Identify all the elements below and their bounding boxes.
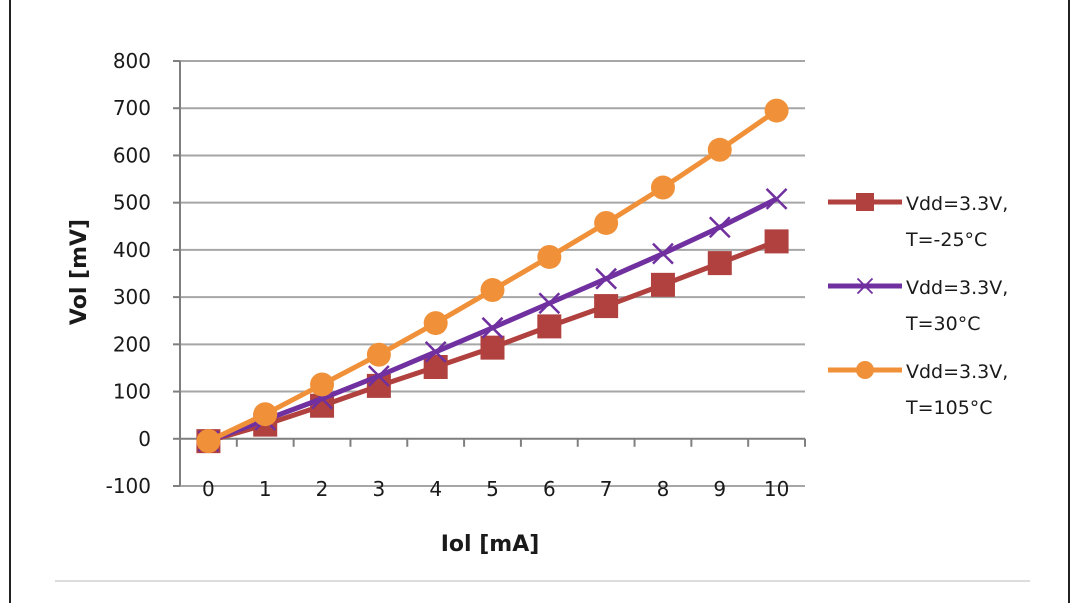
data-point	[650, 175, 675, 200]
legend-label: T=30°C	[905, 313, 980, 335]
data-point	[366, 342, 391, 367]
data-point	[538, 292, 561, 315]
axes	[173, 60, 806, 487]
data-point	[708, 216, 731, 239]
legend-item: Vdd=3.3V, T=105°C	[828, 361, 1008, 419]
legend-label: T=105°C	[905, 397, 993, 419]
y-tick-label: 300	[113, 285, 151, 309]
data-point	[253, 402, 278, 427]
legend-label: Vdd=3.3V,	[906, 361, 1008, 383]
data-point	[480, 278, 505, 303]
y-tick-label: -100	[106, 474, 151, 498]
series-circle	[196, 98, 789, 454]
x-tick-label: 6	[543, 477, 556, 501]
data-point	[424, 341, 447, 363]
x-tick-labels: 0 1 2 3 4 5 6 7 8 9 10	[202, 477, 789, 501]
x-tick-label: 8	[657, 477, 670, 501]
legend-item: Vdd=3.3V, T=30°C	[828, 277, 1008, 335]
data-point	[765, 188, 788, 210]
x-axis-label: Iol [mA]	[441, 532, 540, 557]
y-tick-label: 700	[113, 96, 151, 120]
data-point	[652, 242, 674, 265]
data-point	[707, 137, 732, 162]
data-point	[856, 277, 874, 295]
x-tick-label: 9	[713, 477, 726, 501]
legend-item: Vdd=3.3V, T=-25°C	[828, 193, 1008, 251]
x-tick-label: 4	[429, 477, 442, 501]
data-point	[595, 267, 618, 290]
data-point	[594, 210, 619, 235]
data-point	[537, 314, 562, 339]
data-point	[196, 429, 221, 454]
y-tick-label: 800	[113, 49, 151, 73]
data-point	[481, 316, 504, 339]
legend: Vdd=3.3V,T=-25°CVdd=3.3V,T=30°CVdd=3.3V,…	[828, 193, 1008, 419]
data-point	[856, 361, 874, 379]
data-point	[537, 244, 562, 269]
series-group	[196, 98, 789, 454]
data-point	[367, 365, 390, 387]
y-axis-label: Vol [mV]	[67, 219, 92, 325]
x-tick-label: 2	[316, 477, 329, 501]
y-tick-label: 0	[138, 427, 151, 451]
legend-label: Vdd=3.3V,	[906, 193, 1008, 215]
legend-label: T=-25°C	[905, 229, 987, 251]
data-point	[707, 251, 732, 276]
data-point	[310, 372, 335, 397]
data-point	[764, 229, 789, 254]
y-tick-label: 100	[113, 380, 151, 404]
x-tick-label: 1	[259, 477, 272, 501]
data-point	[594, 294, 619, 319]
y-tick-label: 600	[113, 143, 151, 167]
data-point	[856, 193, 874, 211]
data-point	[764, 98, 789, 123]
x-tick-label: 3	[372, 477, 385, 501]
legend-label: Vdd=3.3V,	[906, 277, 1008, 299]
y-tick-labels: -100 0 100 200 300 400 500 600 700 800	[106, 49, 151, 498]
x-tick-label: 10	[764, 477, 789, 501]
data-point	[650, 272, 675, 297]
data-point	[423, 311, 448, 336]
x-tick-label: 7	[600, 477, 613, 501]
x-tick-label: 5	[486, 477, 499, 501]
y-tick-label: 400	[113, 238, 151, 262]
y-tick-label: 500	[113, 191, 151, 215]
x-tick-label: 0	[202, 477, 215, 501]
y-tick-label: 200	[113, 332, 151, 356]
data-point	[480, 335, 505, 360]
